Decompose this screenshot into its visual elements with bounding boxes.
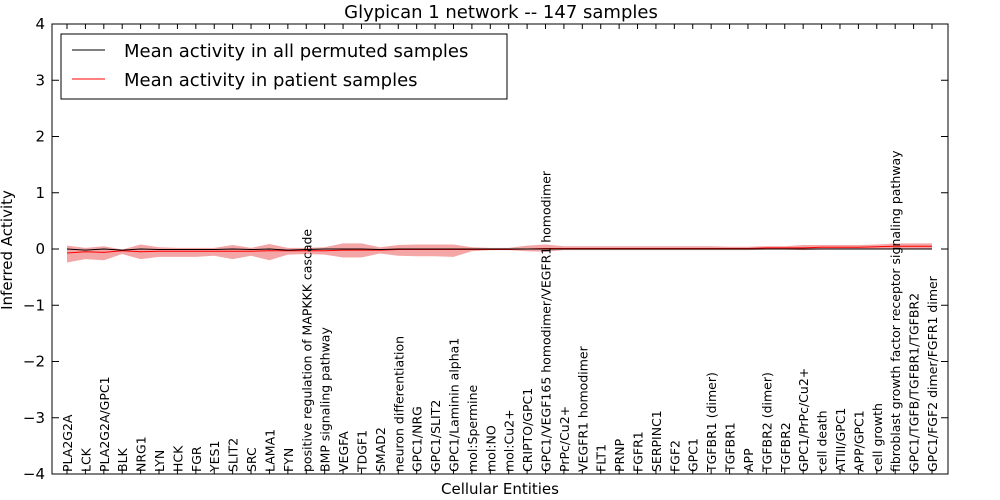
x-tick-label: SLIT2 — [226, 438, 241, 472]
y-tick-label: 2 — [35, 128, 45, 146]
x-tick-label: APP/GPC1 — [851, 410, 866, 472]
y-axis-label: Inferred Activity — [0, 190, 16, 310]
x-tick-label: GPC1/NRG — [410, 406, 425, 472]
x-tick-label: NRG1 — [134, 436, 149, 472]
x-tick-label: LCK — [78, 447, 93, 472]
x-tick-label: TDGF1 — [354, 430, 369, 473]
axis-ticks: 4 3 2 1 0 −1 −2 −3 −4 — [23, 15, 948, 483]
x-tick-label: positive regulation of MAPKKK cascade — [299, 229, 314, 472]
x-tick-label: GPC1/FGF2 dimer/FGFR1 dimer — [925, 275, 940, 472]
category-labels: PLA2G2A LCK PLA2G2A/GPC1 BLK NRG1 LYN HCK FGR YE… — [60, 150, 940, 473]
x-tick-label: VEGFR1 homodimer — [575, 345, 590, 472]
x-tick-label: PRNP — [612, 438, 627, 472]
x-tick-label: GPC1/PrPc/Cu2+ — [796, 368, 811, 472]
x-tick-label: GPC1/TGFB/TGFBR1/TGFBR2 — [907, 293, 922, 472]
x-tick-label: APP — [741, 448, 756, 472]
x-tick-label: FLT1 — [594, 444, 609, 472]
x-tick-label: fibroblast growth factor receptor signal… — [888, 150, 903, 472]
x-axis-label: Cellular Entities — [441, 480, 559, 498]
x-tick-label: TGFBR2 (dimer) — [759, 372, 774, 473]
x-tick-label: YES1 — [207, 441, 222, 473]
plot-area — [66, 243, 932, 263]
y-tick-label: −1 — [23, 296, 45, 314]
legend: Mean activity in all permuted samples Me… — [60, 33, 508, 100]
plot-frame — [51, 23, 949, 475]
x-tick-label: GPC1/VEGF165 homodimer/VEGFR1 homodimer — [539, 170, 554, 472]
y-tick-label: 1 — [35, 184, 45, 202]
patient-activity-line — [66, 245, 932, 254]
x-tick-label: SMAD2 — [373, 427, 388, 472]
x-tick-label: GPC1/SLIT2 — [428, 400, 443, 472]
legend-label-permuted: Mean activity in all permuted samples — [124, 41, 468, 62]
x-tick-label: PrPc/Cu2+ — [557, 406, 572, 472]
x-tick-label: neuron differentiation — [391, 336, 406, 472]
x-tick-label: BLK — [115, 447, 130, 472]
legend-label-patient: Mean activity in patient samples — [124, 70, 418, 91]
y-tick-label: 3 — [35, 71, 45, 89]
x-tick-label: CRIPTO/GPC1 — [520, 388, 535, 472]
x-tick-label: TGFBR1 (dimer) — [704, 372, 719, 473]
x-tick-label: cell growth — [870, 403, 885, 472]
x-tick-label: mol:Cu2+ — [502, 409, 517, 472]
x-tick-label: PLA2G2A/GPC1 — [97, 376, 112, 472]
x-tick-label: TGFBR2 — [778, 422, 793, 473]
x-tick-label: VEGFA — [336, 431, 351, 472]
x-tick-label: ATIII/GPC1 — [833, 408, 848, 472]
chart-title: Glypican 1 network -- 147 samples — [344, 2, 658, 23]
permuted-activity-line — [66, 248, 932, 251]
y-tick-label: −4 — [23, 465, 45, 483]
x-tick-label: LAMA1 — [262, 429, 277, 472]
x-tick-label: BMP signaling pathway — [318, 327, 333, 472]
patient-activity-band — [67, 243, 932, 263]
x-tick-label: SERPINC1 — [649, 410, 664, 472]
x-tick-label: SRC — [244, 447, 259, 472]
x-tick-label: FGF2 — [667, 440, 682, 472]
x-tick-label: FYN — [281, 448, 296, 472]
x-tick-label: LYN — [152, 450, 167, 472]
y-tick-label: 0 — [35, 240, 45, 258]
x-tick-label: FGFR1 — [631, 431, 646, 472]
x-tick-label: GPC1 — [686, 438, 701, 472]
x-tick-label: mol:NO — [483, 425, 498, 472]
legend-box — [60, 33, 508, 100]
y-tick-label: −2 — [23, 353, 45, 371]
y-tick-label: −3 — [23, 409, 45, 427]
x-tick-label: PLA2G2A — [60, 414, 75, 472]
x-tick-label: FGR — [189, 446, 204, 472]
x-tick-label: GPC1/Laminin alpha1 — [446, 338, 461, 472]
x-tick-label: HCK — [170, 445, 185, 472]
y-tick-label: 4 — [35, 15, 45, 33]
x-tick-label: TGFBR1 — [723, 422, 738, 473]
x-tick-label: cell death — [815, 410, 830, 472]
x-tick-label: mol:Spermine — [465, 384, 480, 472]
